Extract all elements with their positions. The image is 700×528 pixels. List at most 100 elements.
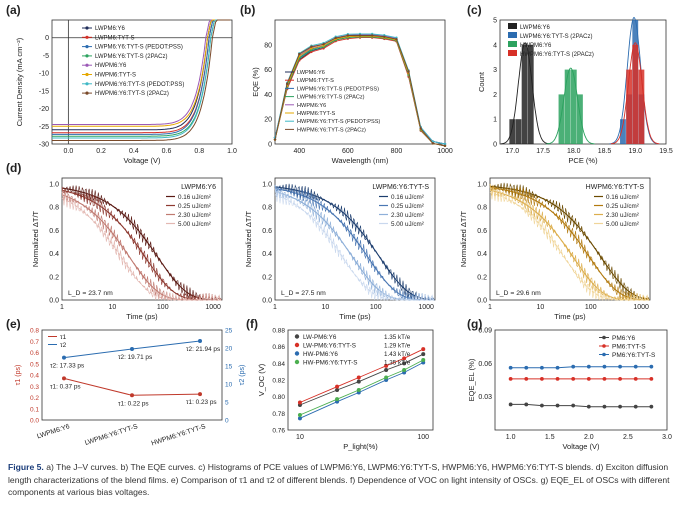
- panel-d-legend-label: 0.16 uJ/cm²: [391, 194, 424, 201]
- panel-d-legend-label: 5.00 uJ/cm²: [178, 221, 211, 228]
- panel-c-legend-label: HWPM6:Y6:TYT-S (2PACz): [520, 52, 594, 58]
- panel-a-series-7: [52, 19, 231, 141]
- panel-e-ytick-right: 10: [225, 382, 233, 389]
- panel-a-series-4: [52, 19, 231, 125]
- panel-c-legend-label: LWPM6:Y6: [520, 25, 551, 31]
- panel-g-point: [524, 376, 529, 381]
- panel-f-ytick: 0.84: [272, 361, 285, 368]
- panel-d-frame-2: [489, 177, 651, 301]
- panel-g-legend-marker: [602, 335, 606, 340]
- panel-b-ytick: 60: [264, 67, 272, 74]
- panel-b-point: [370, 34, 374, 37]
- panel-e-tau1-point: [198, 392, 202, 397]
- panel-b-legend-label: LWPM6:Y6: [297, 70, 325, 76]
- panel-g-frame: [494, 329, 668, 431]
- panel-e-ytick-right: 15: [225, 364, 233, 371]
- panel-f-ytick: 0.86: [272, 344, 285, 351]
- panel-a-legend-marker: [85, 54, 89, 58]
- panel-d-legend-label: 0.16 uJ/cm²: [178, 194, 211, 201]
- panel-f-ytick: 0.78: [272, 411, 285, 418]
- panel-a-series-5: [52, 19, 231, 127]
- panel-c-bar: [527, 44, 534, 144]
- panel-d-data-1-1: [274, 184, 435, 301]
- panel-d-data-2-0: [489, 182, 650, 301]
- panel-g-point: [555, 403, 560, 408]
- panel-f-legend-marker: [294, 359, 300, 365]
- panel-d-title-2: HWPM6:Y6:TYT-S: [586, 184, 645, 191]
- panel-g-legend-label: PM6:TYT-S: [612, 344, 646, 351]
- panel-e-ylabel-right: τ2 (ps): [239, 365, 246, 386]
- panel-e-ytick-left: 0.4: [30, 373, 39, 380]
- panel-a-xlabel: Voltage (V): [123, 156, 161, 165]
- panel-e-xtick: HWPM6:Y6:TYT-S: [151, 423, 207, 447]
- panel-e-tau2-label: τ2: 19.71 ps: [118, 354, 152, 361]
- panel-e-legend-label: τ1: [60, 334, 67, 341]
- panel-d-data-2-2: [489, 184, 650, 301]
- panel-f-point: [356, 388, 361, 392]
- panel-f-point: [402, 356, 407, 361]
- panel-b-ytick: 80: [264, 42, 272, 49]
- panel-f-point: [402, 361, 407, 366]
- panel-e-frame: [41, 329, 223, 421]
- panel-a-legend-marker: [85, 26, 89, 30]
- panel-g-xtick: 1.5: [545, 434, 555, 441]
- panel-e-ytick-right: 5: [225, 400, 229, 407]
- panel-f-xtick: 10: [296, 434, 304, 441]
- panel-d-title-0: LWPM6:Y6: [181, 184, 216, 191]
- panel-c-xtick: 18.5: [598, 148, 612, 155]
- panel-c-bar: [638, 69, 645, 144]
- panel-g-point: [618, 404, 622, 409]
- panel-b-point: [310, 50, 313, 54]
- panel-d-fit-1-3: [274, 194, 435, 301]
- panel-b-ytick: 40: [264, 92, 272, 99]
- panel-d-ylabel: Normalized ΔT/T: [31, 210, 40, 267]
- panel-f-point: [335, 388, 340, 392]
- panel-d-ld-0: L_D = 23.7 nm: [68, 290, 113, 297]
- panel-b-point: [395, 38, 398, 41]
- panel-d-xtick: 10: [536, 304, 544, 311]
- panel-d-legend-label: 5.00 uJ/cm²: [391, 221, 424, 228]
- panel-b-point: [383, 35, 386, 38]
- panel-g-line-0: [510, 403, 652, 408]
- panel-d-xtick: 100: [370, 304, 382, 311]
- panel-g-point: [571, 364, 576, 369]
- panel-d-legend-label: 5.00 uJ/cm²: [606, 221, 639, 228]
- panel-c-frame: [499, 19, 667, 145]
- panel-a-legend-marker: [85, 45, 89, 49]
- panel-b-point: [310, 45, 313, 48]
- panel-b-point: [346, 34, 350, 37]
- panel-e-tau1-point: [62, 376, 66, 381]
- panel-c-ylabel: Count: [477, 71, 486, 92]
- panel-f-ytick: 0.76: [272, 428, 285, 435]
- panel-e-tau1-point: [130, 393, 134, 398]
- panel-f-point: [297, 413, 302, 417]
- panel-d-ld-1: L_D = 27.5 nm: [281, 290, 326, 297]
- panel-d-ytick: 0.2: [262, 274, 272, 281]
- panel-b-ytick: 0: [268, 142, 272, 149]
- panel-b-point: [358, 34, 362, 37]
- panel-f-frame: [287, 329, 434, 431]
- panel-a-series-2: [52, 19, 231, 135]
- panel-d-xtick: 1: [488, 304, 492, 311]
- panel-b-point: [273, 138, 277, 141]
- panel-c-fit-0: [500, 42, 550, 145]
- panel-g-point: [649, 364, 654, 369]
- panel-e-ylabel-left: τ1 (ps): [15, 365, 22, 386]
- panel-c-legend-swatch: [508, 23, 517, 29]
- panel-d-legend-label: 0.25 uJ/cm²: [606, 203, 639, 210]
- panel-c-bar: [626, 69, 633, 144]
- panel-e-ytick-left: 0.0: [30, 418, 39, 425]
- panel-f-ylabel: V_OC (V): [257, 363, 266, 396]
- panel-b-xtick: 1000: [437, 148, 453, 155]
- panel-a-legend-marker: [85, 82, 89, 86]
- panel-d-ytick: 0.6: [49, 228, 59, 235]
- panel-b-point: [443, 142, 447, 146]
- panel-d-frame-1: [274, 177, 436, 301]
- panel-e-ytick-right: 20: [225, 346, 233, 353]
- panel-c-xtick: 17.5: [536, 148, 550, 155]
- panel-g-ytick: 0.06: [478, 361, 492, 368]
- panel-c-xtick: 19.0: [628, 148, 642, 155]
- panel-d-xtick: 100: [585, 304, 597, 311]
- panel-a-ytick: -10: [39, 71, 49, 78]
- panel-d-xlabel: Time (ps): [339, 312, 371, 321]
